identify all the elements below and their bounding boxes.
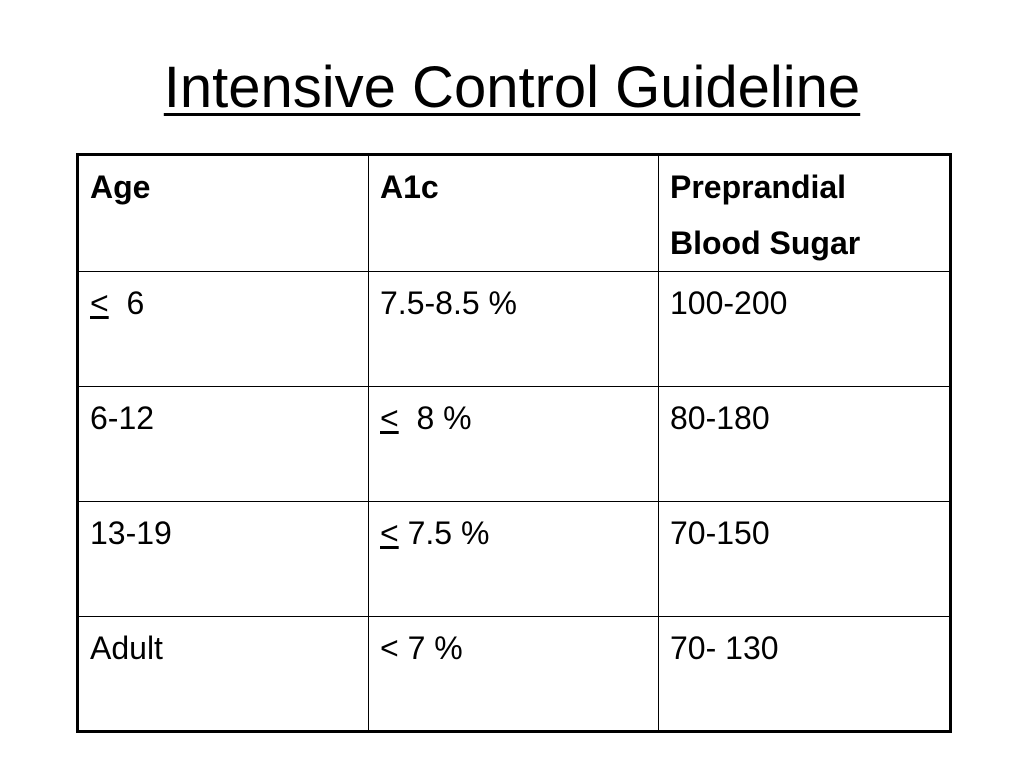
cell-a1c-value: 7.5 % — [398, 515, 490, 551]
page-title: Intensive Control Guideline — [0, 50, 1024, 126]
table-header-row: Age A1c Preprandial Blood Sugar — [77, 154, 951, 272]
less-equal-symbol: < — [380, 400, 399, 436]
cell-blood-sugar: 80-180 — [658, 386, 951, 502]
cell-blood-sugar: 100-200 — [658, 271, 951, 387]
page-title-text: Intensive Control Guideline — [163, 55, 861, 120]
cell-blood-sugar: 70- 130 — [658, 616, 951, 732]
cell-blood-sugar: 70-150 — [658, 501, 951, 617]
table-row: 6-12 < 8 % 80-180 — [77, 386, 951, 502]
cell-age: < 6 — [77, 271, 369, 387]
header-age: Age — [77, 154, 369, 272]
cell-a1c: 7.5-8.5 % — [368, 271, 659, 387]
cell-a1c: < 7 % — [368, 616, 659, 732]
guideline-table: Age A1c Preprandial Blood Sugar < 6 7.5-… — [76, 153, 952, 733]
header-preprandial-blood-sugar: Preprandial Blood Sugar — [658, 154, 951, 272]
table-row: < 6 7.5-8.5 % 100-200 — [77, 271, 951, 387]
cell-age: 6-12 — [77, 386, 369, 502]
less-equal-symbol: < — [380, 515, 399, 551]
cell-a1c: < 7.5 % — [368, 501, 659, 617]
cell-age: 13-19 — [77, 501, 369, 617]
cell-age: Adult — [77, 616, 369, 732]
cell-a1c-value: 8 % — [398, 400, 472, 436]
table-row: 13-19 < 7.5 % 70-150 — [77, 501, 951, 617]
header-a1c: A1c — [368, 154, 659, 272]
table-row: Adult < 7 % 70- 130 — [77, 616, 951, 732]
cell-age-value: 6 — [108, 285, 145, 321]
less-equal-symbol: < — [90, 285, 109, 321]
cell-a1c: < 8 % — [368, 386, 659, 502]
